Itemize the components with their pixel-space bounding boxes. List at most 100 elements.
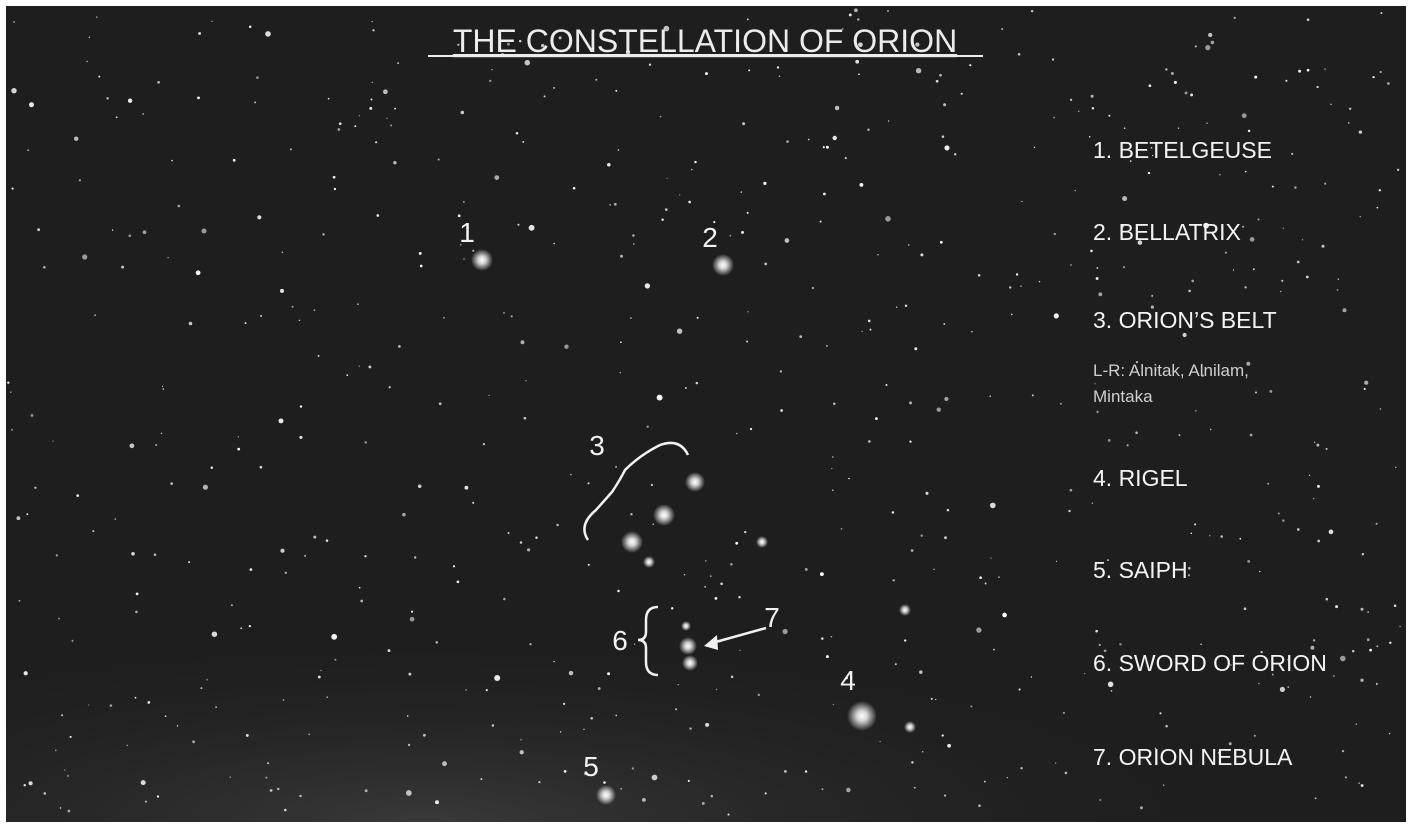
star [346, 374, 348, 376]
star [1389, 642, 1391, 644]
star [564, 770, 567, 773]
star [633, 243, 634, 244]
star [556, 524, 559, 527]
star [284, 809, 287, 812]
star [1364, 381, 1368, 385]
star [393, 161, 396, 164]
star [1183, 333, 1187, 337]
star [10, 391, 11, 392]
star [615, 466, 617, 468]
star [463, 201, 464, 202]
star [443, 317, 445, 319]
star [1360, 216, 1361, 217]
star [1056, 561, 1057, 562]
star [279, 418, 284, 423]
star [1399, 626, 1401, 628]
star [1179, 434, 1181, 436]
star [735, 542, 738, 545]
star [142, 113, 143, 114]
star [822, 788, 824, 790]
star [696, 382, 698, 384]
star [1257, 218, 1259, 220]
star [1379, 189, 1381, 191]
star [257, 215, 261, 219]
star [660, 116, 662, 118]
star [318, 355, 320, 357]
star [313, 309, 315, 311]
star [705, 72, 708, 75]
star [1335, 605, 1338, 608]
star [1298, 70, 1301, 73]
star [94, 314, 96, 316]
star [76, 494, 79, 497]
star [58, 618, 60, 620]
star [823, 193, 826, 196]
star [1209, 535, 1210, 536]
star [420, 265, 423, 268]
star [845, 157, 847, 159]
star [436, 641, 438, 643]
star [1063, 712, 1065, 714]
star [831, 636, 833, 638]
star [888, 120, 889, 121]
star [1349, 108, 1351, 110]
star [299, 436, 302, 439]
star [1352, 650, 1355, 653]
star [188, 561, 190, 563]
star [984, 781, 986, 783]
star [327, 697, 328, 698]
star [947, 744, 951, 748]
star [942, 135, 945, 138]
star [944, 145, 949, 150]
star [494, 175, 499, 180]
star [1211, 41, 1214, 44]
star [705, 560, 707, 562]
star [1291, 153, 1293, 155]
star [92, 530, 94, 532]
star [313, 536, 316, 539]
star [368, 365, 371, 368]
page: THE CONSTELLATION OF ORION 1 2 3 4 5 6 7… [0, 0, 1411, 827]
star [909, 440, 911, 442]
star [408, 744, 410, 746]
star [265, 777, 267, 779]
star [516, 132, 519, 135]
star [697, 317, 699, 319]
star [942, 734, 944, 736]
star [483, 443, 485, 445]
star [1068, 510, 1070, 512]
star [372, 82, 373, 83]
star [971, 331, 973, 333]
star [1302, 239, 1304, 241]
star [833, 403, 835, 405]
star [112, 229, 113, 230]
star [904, 639, 906, 641]
star [96, 16, 97, 17]
star [647, 426, 649, 428]
star [334, 659, 336, 661]
star [799, 335, 802, 338]
star [339, 122, 342, 125]
star [739, 650, 740, 651]
star [1096, 267, 1098, 269]
star [465, 486, 469, 490]
star [620, 255, 623, 258]
star-label: 2 [702, 222, 718, 253]
star [892, 511, 894, 513]
star [943, 323, 945, 325]
star [154, 554, 157, 557]
star [237, 448, 240, 451]
star [529, 643, 531, 645]
star [925, 492, 928, 495]
star [615, 715, 617, 717]
star [529, 225, 535, 231]
star [334, 188, 336, 190]
star [277, 788, 279, 790]
star [1333, 675, 1335, 677]
star [177, 205, 180, 208]
star [969, 64, 971, 66]
star [1034, 147, 1035, 148]
star [520, 541, 523, 544]
legend-item: 6. SWORD OF ORION [1093, 650, 1327, 676]
legend-item: 7. ORION NEBULA [1093, 744, 1293, 770]
